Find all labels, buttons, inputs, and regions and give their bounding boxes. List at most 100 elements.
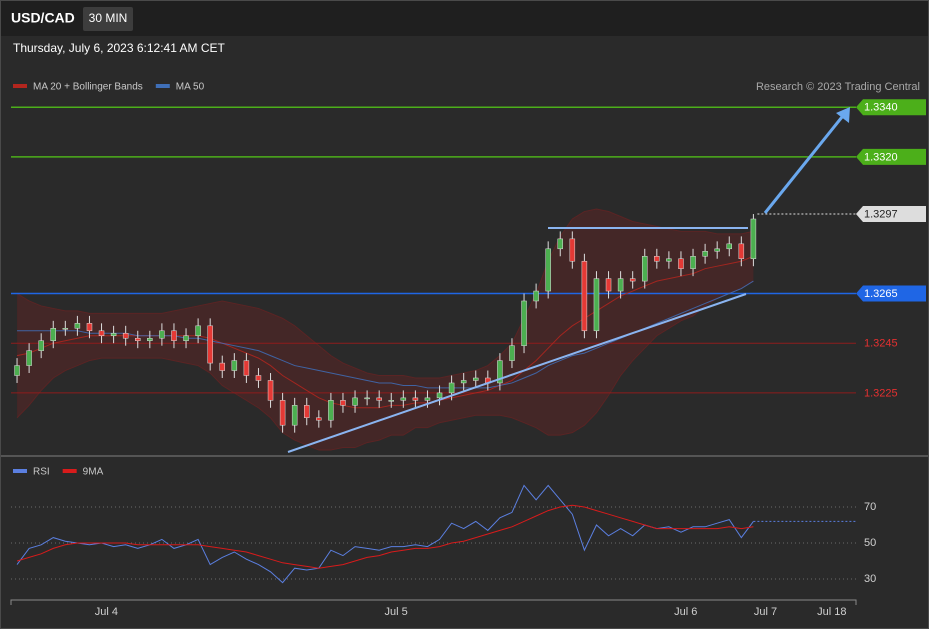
level-label: 1.3245 xyxy=(864,338,898,350)
candle-body xyxy=(171,330,177,341)
candle-body xyxy=(400,397,407,401)
candle-body xyxy=(135,337,141,341)
y-tick-label: 30 xyxy=(864,573,876,585)
candle-body xyxy=(14,365,20,376)
candle-body xyxy=(497,360,503,384)
series-line xyxy=(16,504,754,569)
candle-body xyxy=(328,400,334,421)
candle-body xyxy=(183,335,189,341)
candle-body xyxy=(629,278,636,282)
candle-body xyxy=(50,328,56,341)
x-tick-label: Jul 4 xyxy=(95,606,118,618)
interval-button[interactable] xyxy=(83,7,133,31)
x-tick-label: Jul 5 xyxy=(384,606,407,618)
level-label-box xyxy=(856,148,926,165)
candle-body xyxy=(316,417,322,421)
bollinger-band xyxy=(17,209,754,451)
level-label: 1.3265 xyxy=(864,288,898,300)
level-label-box xyxy=(856,206,926,223)
legend-swatch xyxy=(155,84,170,88)
candle-body xyxy=(340,400,346,406)
x-tick-label: Jul 18 xyxy=(817,606,846,618)
candle-body xyxy=(750,218,757,259)
legend-layer: MA 20 + Bollinger Bands MA 50 xyxy=(13,82,205,93)
candle-body xyxy=(279,400,286,426)
legend-label: MA 20 + Bollinger Bands xyxy=(33,82,143,93)
candle-body xyxy=(26,350,32,366)
candle-body xyxy=(38,340,44,351)
bollinger-upper xyxy=(16,208,754,379)
symbol: USD/CAD xyxy=(11,10,75,26)
candle-body xyxy=(98,330,105,337)
interval[interactable]: 30 MIN xyxy=(89,11,128,25)
candle-body xyxy=(533,290,539,302)
target-arrow-head xyxy=(836,107,850,123)
level-label: 1.3320 xyxy=(864,151,898,163)
candle-body xyxy=(255,375,262,381)
candle-body xyxy=(231,360,238,371)
candle-body xyxy=(86,323,93,332)
legend-swatch xyxy=(62,469,77,473)
series-line xyxy=(16,484,754,584)
header-bar xyxy=(0,0,929,36)
annotations xyxy=(287,107,850,453)
y-tick-label: 70 xyxy=(864,501,876,513)
candle-body xyxy=(569,238,576,262)
candle-body xyxy=(291,405,298,426)
candle-body xyxy=(605,278,612,292)
levels-layer: 1.3340 1.3320 1.3297 1.3265 1.3245 1.3225 xyxy=(11,99,926,399)
candle-body xyxy=(110,333,117,337)
band-layer xyxy=(16,208,754,451)
candle-body xyxy=(74,323,81,329)
candle-body xyxy=(521,300,527,346)
candle-body xyxy=(460,380,467,384)
candle-body xyxy=(448,382,455,394)
credit: Research © 2023 Trading Central xyxy=(756,81,920,93)
candle-body xyxy=(304,405,310,418)
candle-body xyxy=(726,243,732,250)
candle-body xyxy=(436,392,443,399)
legend-label: RSI xyxy=(33,467,50,478)
x-tick-label: Jul 7 xyxy=(754,606,777,618)
legend-label: 9MA xyxy=(83,467,104,478)
legend-label: MA 50 xyxy=(176,82,205,93)
candle-body xyxy=(642,256,648,282)
candle-body xyxy=(702,251,708,257)
y-tick-label: 50 xyxy=(864,537,876,549)
candle-body xyxy=(714,248,720,252)
candle-body xyxy=(509,345,515,361)
candle-body xyxy=(388,400,394,402)
target-arrow xyxy=(763,116,844,214)
candle-body xyxy=(243,360,250,376)
timestamp: Thursday, July 6, 2023 6:12:41 AM CET xyxy=(13,41,226,55)
candle-body xyxy=(364,397,370,400)
candle-body xyxy=(690,256,696,269)
level-label-box xyxy=(856,285,926,302)
candles-layer xyxy=(14,214,757,433)
candle-body xyxy=(424,397,431,401)
candle-body xyxy=(473,377,479,381)
candle-body xyxy=(267,380,274,401)
candle-body xyxy=(545,248,551,292)
bollinger-lower xyxy=(16,280,754,451)
candle-body xyxy=(617,278,624,292)
x-axis xyxy=(10,599,857,605)
candle-body xyxy=(352,397,358,406)
candle-body xyxy=(412,397,419,401)
candle-body xyxy=(654,256,660,262)
level-label: 1.3297 xyxy=(864,208,898,220)
candle-body xyxy=(738,243,745,259)
rsi-layer: 30 50 70 RSI 9MA Jul 4 Jul 5 Jul 6 Jul 7 Jul 18 xyxy=(10,467,876,618)
level-label: 1.3225 xyxy=(864,387,898,399)
legend-swatch xyxy=(13,469,27,473)
level-label-box xyxy=(856,99,926,116)
level-label: 1.3340 xyxy=(864,102,898,114)
candle-body xyxy=(376,397,382,401)
candle-body xyxy=(581,260,588,332)
legend-swatch xyxy=(13,84,27,88)
candle-body xyxy=(159,330,165,339)
candle-body xyxy=(147,337,153,341)
candle-body xyxy=(666,258,672,262)
candle-body xyxy=(122,333,129,339)
